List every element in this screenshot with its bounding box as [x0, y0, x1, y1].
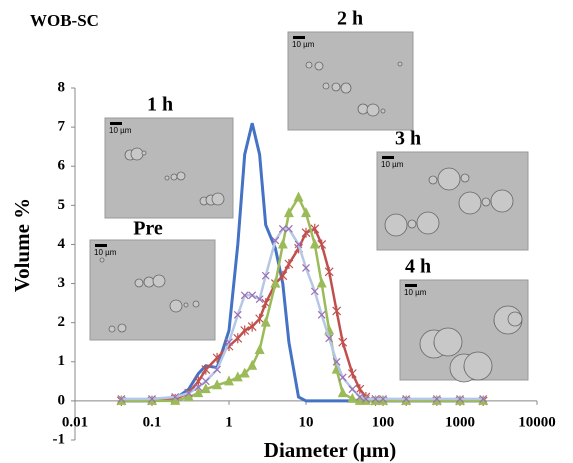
marker: [256, 314, 264, 324]
particle: [482, 198, 490, 206]
marker: [348, 369, 356, 379]
scale-label: 10 µm: [381, 160, 404, 169]
x-tick-label: 1000: [445, 414, 475, 430]
scale-label: 10 µm: [94, 248, 117, 257]
inset-label: 4 h: [405, 256, 431, 278]
marker: [278, 238, 288, 248]
inset-label: Pre: [133, 218, 163, 240]
particle: [144, 277, 154, 287]
particle: [358, 104, 368, 114]
marker: [255, 344, 265, 354]
particle: [367, 104, 379, 116]
particle: [131, 148, 143, 160]
y-tick-label: 3: [58, 275, 66, 291]
particle: [184, 303, 188, 307]
chart-title: WOB-SC: [30, 11, 99, 30]
y-tick-label: 0: [58, 392, 66, 408]
scale-bar: [110, 122, 122, 125]
marker: [241, 325, 249, 335]
particle: [142, 151, 146, 155]
marker: [294, 192, 304, 202]
particle: [438, 168, 460, 190]
marker: [338, 387, 348, 397]
scale-bar: [95, 244, 107, 247]
inset-label: 2 h: [337, 8, 363, 30]
marker: [349, 386, 356, 393]
particle: [109, 326, 115, 332]
y-tick-label: -1: [53, 431, 66, 447]
particle: [323, 83, 329, 89]
y-tick-label: 8: [58, 79, 66, 95]
particle: [153, 275, 165, 287]
particle: [171, 174, 177, 180]
scale-bar: [405, 284, 417, 287]
y-axis-title: Volume %: [10, 198, 34, 292]
marker: [333, 306, 341, 316]
marker: [234, 333, 242, 343]
particle: [417, 212, 439, 234]
particle: [429, 176, 437, 184]
scale-bar: [293, 36, 305, 39]
x-tick-label: 0.1: [143, 414, 162, 430]
inset-label: 1 h: [147, 94, 173, 116]
particle: [408, 220, 416, 228]
particle: [315, 62, 323, 70]
particle: [118, 324, 126, 332]
particle: [341, 83, 351, 93]
x-tick-label: 10: [299, 414, 314, 430]
particle: [100, 258, 104, 262]
particle: [212, 193, 224, 205]
marker: [325, 267, 333, 277]
marker: [285, 259, 293, 269]
marker: [310, 238, 320, 248]
inset-label: 3 h: [395, 128, 421, 150]
particle: [306, 62, 312, 68]
particle: [332, 83, 340, 91]
scale-bar: [382, 156, 394, 159]
particle: [459, 192, 481, 214]
particle: [508, 312, 522, 326]
y-tick-label: 4: [58, 236, 66, 252]
scale-label: 10 µm: [109, 126, 132, 135]
chart: WOB-SC Volume % Diameter (µm) -1 0 1 2 3 4 5 6 7…: [0, 0, 573, 463]
particle: [464, 352, 492, 380]
particle: [193, 301, 199, 307]
page: WOB-SC Volume % Diameter (µm) -1 0 1 2 3 4 5 6 7…: [0, 0, 573, 463]
particle: [434, 328, 462, 356]
y-tick-label: 7: [58, 119, 66, 135]
x-axis-title: Diameter (µm): [264, 438, 396, 462]
y-tick-label: 5: [58, 197, 66, 213]
x-tick-label: 10000: [518, 414, 556, 430]
particle: [135, 279, 143, 287]
particle: [398, 62, 402, 66]
marker: [317, 278, 327, 288]
particle: [165, 176, 169, 180]
particle: [170, 300, 182, 312]
y-tick-label: 1: [58, 353, 66, 369]
particle: [461, 174, 469, 182]
x-tick-label: 1: [225, 414, 233, 430]
particle: [385, 214, 407, 236]
marker: [339, 337, 347, 347]
particle: [177, 172, 185, 180]
scale-label: 10 µm: [292, 40, 315, 49]
particle: [381, 109, 385, 113]
y-tick-label: 6: [58, 158, 66, 174]
marker: [248, 322, 256, 332]
scale-label: 10 µm: [404, 288, 427, 297]
x-tick-label: 0.01: [62, 414, 88, 430]
y-tick-label: 2: [58, 314, 66, 330]
x-tick-label: 100: [372, 414, 395, 430]
particle: [491, 190, 513, 212]
